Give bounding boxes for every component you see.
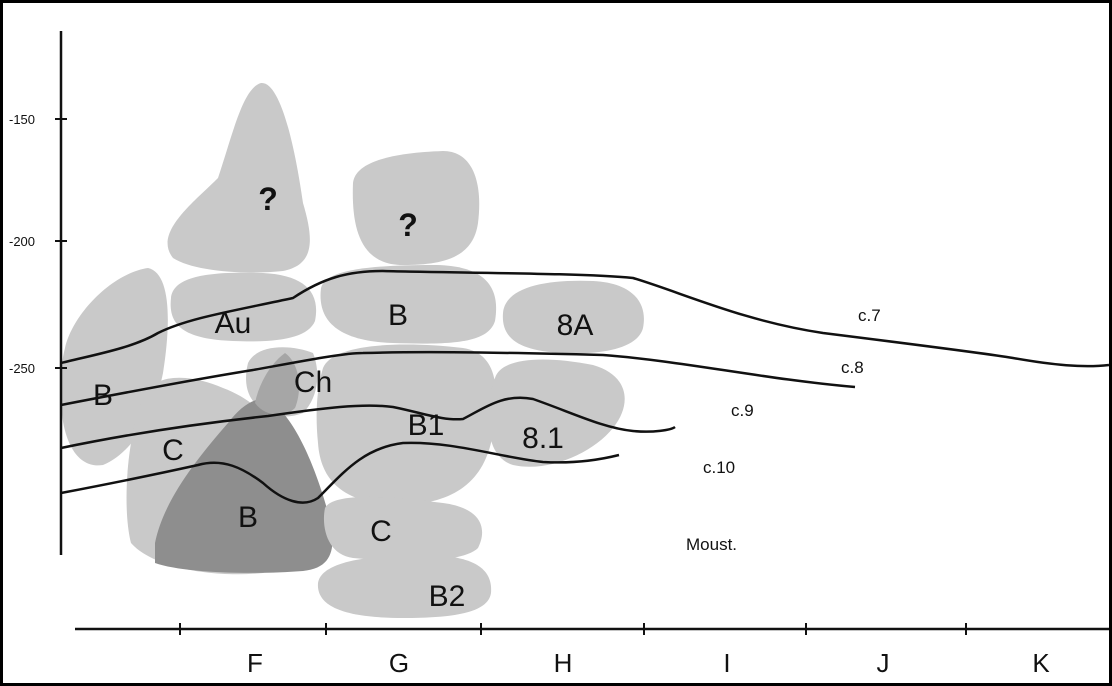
label-b-left: B [93, 379, 113, 412]
block-au [170, 272, 317, 342]
layer-label-c7: c.7 [858, 306, 881, 325]
label-b-dark: B [238, 501, 258, 534]
boundary-c9 [60, 396, 676, 450]
label-au: Au [215, 307, 252, 340]
block-b-dark [155, 399, 333, 573]
x-square-label-k: K [1032, 648, 1050, 678]
x-axis: F G H I J K [75, 623, 1109, 678]
y-tick-label-200: -200 [9, 234, 35, 249]
block-c-g [323, 496, 483, 561]
x-square-label-g: G [389, 648, 409, 678]
block-8a [502, 280, 644, 354]
layer-boundaries [60, 269, 1109, 504]
sediment-blocks [60, 82, 644, 618]
layer-label-c10: c.10 [703, 458, 735, 477]
label-8-1: 8.1 [522, 422, 564, 455]
y-axis: -150 -200 -250 [9, 31, 67, 555]
block-ch-dark [255, 353, 300, 415]
boundary-c7 [60, 269, 1109, 368]
boundary-c10 [60, 441, 620, 504]
x-square-label-f: F [247, 648, 263, 678]
label-8a: 8A [557, 309, 594, 342]
y-tick-label-250: -250 [9, 361, 35, 376]
block-b1 [316, 344, 497, 505]
label-b-g: B [388, 299, 408, 332]
layer-label-c9: c.9 [731, 401, 754, 420]
y-tick-label-150: -150 [9, 112, 35, 127]
label-unknown-g: ? [398, 207, 418, 243]
x-square-label-h: H [554, 648, 573, 678]
label-c-left: C [162, 434, 184, 467]
boundary-c8 [60, 350, 856, 407]
label-unknown-f: ? [258, 181, 278, 217]
label-b2: B2 [429, 580, 466, 613]
label-ch: Ch [294, 366, 332, 399]
block-unknown-f [167, 82, 310, 273]
layer-label-c8: c.8 [841, 358, 864, 377]
block-unknown-g [352, 151, 480, 265]
label-c-g: C [370, 515, 392, 548]
block-b2 [317, 555, 492, 618]
layer-labels: c.7 c.8 c.9 c.10 Moust. [686, 306, 881, 554]
block-b-g [320, 265, 497, 344]
block-labels: ? ? Au B 8A B Ch B1 8.1 C B C B2 [93, 181, 593, 613]
layer-label-moust: Moust. [686, 535, 737, 554]
x-square-label-j: J [877, 648, 890, 678]
label-b1: B1 [408, 409, 445, 442]
section-canvas: -150 -200 -250 F G H I J K ? ? Au B 8A B… [9, 31, 1109, 678]
x-square-label-i: I [723, 648, 730, 678]
block-8-1 [488, 359, 625, 467]
